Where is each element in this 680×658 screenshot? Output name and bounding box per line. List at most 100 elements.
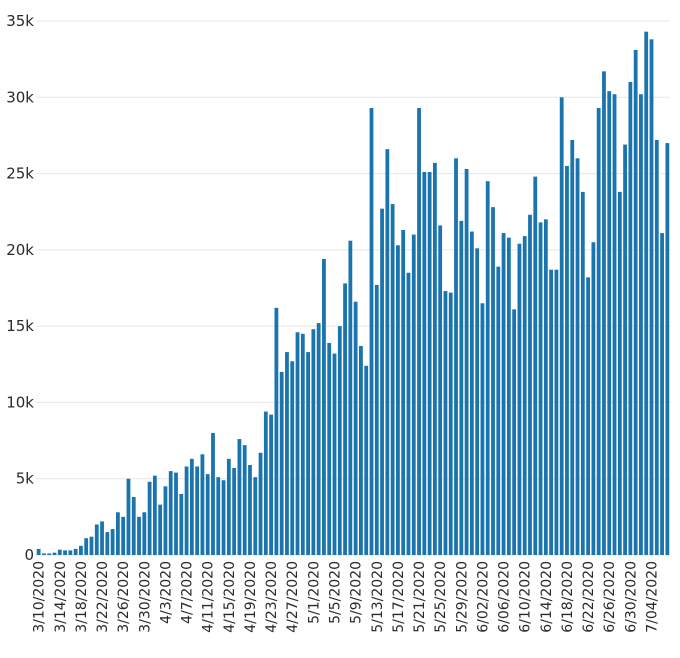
bar (68, 550, 73, 555)
x-tick-label: 3/22/2020 (95, 561, 111, 633)
x-tick-label: 6/26/2020 (602, 561, 618, 633)
bar (110, 529, 115, 555)
bar (427, 172, 432, 556)
bar (390, 204, 395, 555)
bar (221, 480, 226, 555)
bar (47, 553, 52, 555)
bar (364, 365, 369, 555)
bar (348, 240, 353, 555)
x-tick-label: 5/29/2020 (454, 561, 470, 633)
x-tick-label: 4/3/2020 (158, 561, 174, 624)
bar (517, 243, 522, 555)
bar (607, 91, 612, 556)
bar (602, 71, 606, 555)
bar (628, 82, 633, 555)
x-tick-label: 6/06/2020 (497, 561, 513, 633)
bar (263, 411, 268, 555)
bar (528, 214, 532, 555)
bar (126, 478, 131, 555)
bar (189, 458, 194, 555)
bar (121, 516, 126, 555)
bar (211, 432, 215, 555)
bar (195, 466, 200, 555)
bar (163, 486, 168, 555)
bar (290, 361, 295, 555)
x-tick-label: 4/27/2020 (285, 561, 301, 633)
bar (147, 481, 152, 555)
bar (543, 219, 548, 555)
bar (612, 94, 617, 555)
bar (232, 468, 237, 555)
x-tick-label: 3/30/2020 (137, 561, 153, 633)
bar (300, 333, 305, 555)
bar (522, 236, 527, 555)
x-tick-label: 5/13/2020 (370, 561, 386, 633)
y-tick-label: 25k (6, 165, 34, 183)
bar (596, 107, 601, 555)
y-tick-label: 10k (6, 393, 34, 411)
x-tick-label: 4/11/2020 (201, 561, 217, 633)
bar (411, 234, 416, 555)
bar (57, 549, 62, 555)
bar (279, 371, 284, 555)
bar (63, 550, 67, 555)
bar (417, 107, 421, 555)
bar (422, 172, 427, 556)
x-tick-label: 3/14/2020 (53, 561, 69, 633)
bar (538, 222, 543, 555)
bar (100, 521, 104, 555)
bar (639, 94, 643, 555)
bar (575, 158, 580, 555)
y-tick-label: 30k (6, 88, 34, 106)
bar (623, 144, 627, 555)
x-tick-label: 6/02/2020 (475, 561, 491, 633)
x-tick-label: 4/19/2020 (243, 561, 259, 633)
gridlines (36, 20, 670, 556)
bar (491, 207, 495, 555)
x-tick-label: 4/23/2020 (264, 561, 280, 633)
bar (168, 471, 173, 555)
bar (332, 353, 337, 555)
bar (184, 466, 189, 555)
bar (570, 140, 575, 555)
x-tick-label: 3/18/2020 (74, 561, 90, 633)
bar (586, 277, 591, 555)
y-tick-label: 35k (6, 12, 34, 30)
bar (617, 191, 622, 555)
bar (226, 458, 231, 555)
bar (369, 107, 374, 555)
bar (258, 452, 263, 555)
bar (285, 352, 289, 555)
bar (269, 414, 274, 555)
bar (432, 162, 437, 555)
bar (464, 168, 469, 556)
bar (42, 553, 46, 555)
bar (443, 291, 448, 555)
bar (73, 548, 78, 555)
bar (660, 233, 664, 555)
bar (549, 269, 554, 555)
bar (512, 309, 517, 555)
bar (274, 307, 279, 555)
bar (158, 504, 163, 555)
bar (496, 266, 501, 555)
bar (406, 272, 411, 555)
bar (89, 536, 94, 555)
bar (115, 512, 120, 555)
y-tick-label: 5k (16, 470, 35, 488)
x-tick-label: 5/1/2020 (306, 561, 322, 624)
bar (179, 493, 184, 555)
bar (295, 332, 300, 555)
bar (459, 220, 464, 555)
y-tick-label: 0 (24, 546, 34, 564)
bar (533, 176, 538, 555)
x-tick-label: 5/5/2020 (328, 561, 344, 624)
bar (94, 524, 99, 555)
bar (337, 326, 342, 555)
x-tick-label: 3/10/2020 (32, 561, 48, 633)
bar (633, 49, 638, 556)
bar (237, 439, 242, 555)
x-tick-label: 3/26/2020 (116, 561, 132, 633)
bar (36, 548, 41, 555)
